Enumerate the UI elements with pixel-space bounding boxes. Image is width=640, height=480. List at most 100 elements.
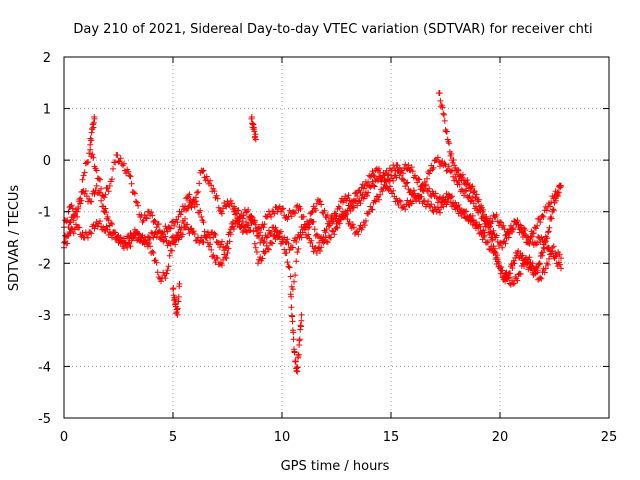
data-point [214, 255, 221, 262]
data-point [502, 232, 509, 239]
data-point [541, 245, 548, 252]
data-point [539, 212, 546, 219]
data-point [316, 239, 323, 246]
data-point [83, 159, 90, 166]
data-point [494, 252, 501, 259]
data-point [199, 168, 206, 175]
data-point [550, 243, 557, 250]
data-point [130, 189, 137, 196]
data-point [517, 271, 524, 277]
data-point [553, 197, 559, 204]
data-point [171, 238, 178, 245]
data-point [537, 260, 543, 267]
data-point [64, 217, 71, 224]
data-point [166, 224, 173, 231]
data-point [491, 245, 498, 252]
data-point [530, 230, 537, 236]
data-point [456, 181, 463, 188]
data-point [429, 207, 436, 214]
data-point [461, 192, 467, 199]
data-point [426, 185, 433, 192]
data-point [538, 275, 545, 282]
data-point [214, 195, 221, 202]
data-point [117, 155, 124, 162]
data-point [93, 182, 100, 189]
data-point [191, 231, 198, 237]
data-point [362, 217, 369, 224]
data-point [522, 232, 529, 239]
data-point [271, 210, 278, 217]
y-tick-label: 1 [43, 103, 51, 118]
data-point [261, 221, 268, 228]
data-point [69, 205, 76, 212]
data-point [545, 261, 551, 268]
data-point [203, 173, 210, 180]
data-point [369, 206, 376, 213]
data-point [537, 219, 544, 226]
data-point [430, 164, 437, 171]
data-point [396, 197, 403, 204]
data-point [164, 228, 171, 235]
x-tick-label: 0 [60, 430, 68, 445]
data-point [379, 188, 386, 195]
data-point [527, 234, 534, 241]
data-point [182, 215, 188, 222]
data-point [77, 195, 84, 202]
data-point [477, 223, 484, 230]
data-point [248, 114, 255, 120]
data-point [259, 255, 266, 262]
data-point [210, 252, 217, 259]
data-point [203, 232, 210, 239]
data-point [212, 231, 219, 238]
data-point [176, 280, 183, 287]
data-point [207, 177, 214, 184]
data-point [155, 221, 162, 227]
data-point [461, 213, 467, 219]
data-point [70, 217, 77, 224]
data-point [163, 270, 170, 277]
data-point [256, 232, 263, 239]
data-point [345, 192, 352, 199]
data-point [470, 200, 477, 207]
data-point [489, 218, 496, 225]
data-point [80, 172, 87, 179]
data-point [98, 185, 105, 192]
data-point [277, 208, 284, 215]
data-point [441, 160, 448, 167]
data-point [300, 213, 307, 220]
data-point [364, 182, 370, 189]
data-point [102, 205, 109, 212]
data-point [284, 259, 291, 266]
data-point [446, 140, 453, 147]
data-point [106, 182, 113, 189]
data-point [455, 178, 462, 184]
data-point [77, 200, 84, 207]
y-tick-label: -3 [38, 309, 51, 324]
data-point [467, 198, 474, 205]
data-point [443, 201, 450, 208]
data-point [493, 232, 500, 239]
data-point [393, 195, 400, 202]
data-point [107, 220, 114, 227]
data-point [371, 183, 378, 190]
data-point [455, 167, 462, 174]
data-point [441, 111, 447, 118]
data-points [61, 90, 564, 375]
data-point [90, 119, 97, 126]
data-point [190, 198, 197, 205]
data-point [483, 239, 490, 246]
data-point [91, 225, 98, 232]
data-point [219, 262, 225, 269]
data-point [277, 228, 284, 235]
data-point [124, 244, 131, 251]
data-point [350, 204, 357, 211]
data-point [483, 213, 490, 220]
data-point [288, 293, 295, 300]
data-point [498, 219, 505, 226]
data-point [273, 227, 280, 234]
data-point [493, 254, 500, 261]
data-point [238, 223, 245, 230]
y-tick-label: -1 [38, 206, 51, 221]
data-point [402, 161, 409, 168]
data-point [490, 243, 497, 250]
